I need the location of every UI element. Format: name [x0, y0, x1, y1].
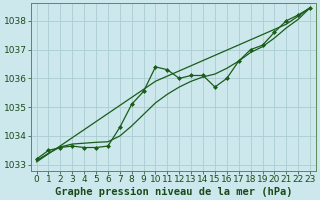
X-axis label: Graphe pression niveau de la mer (hPa): Graphe pression niveau de la mer (hPa) [55, 186, 292, 197]
